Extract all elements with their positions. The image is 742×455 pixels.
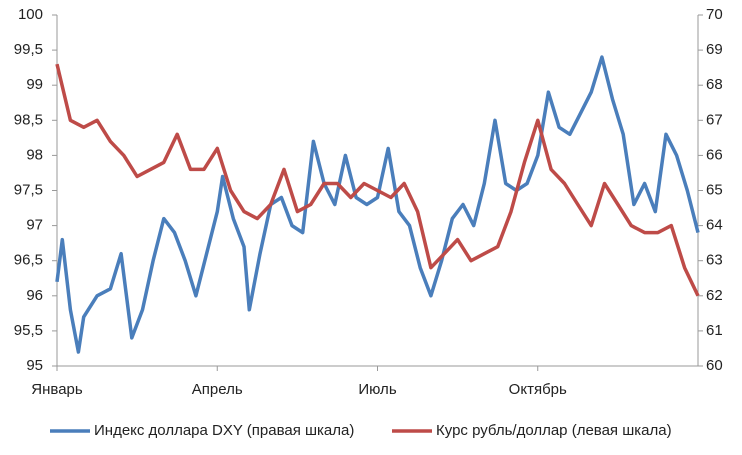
x-tick-label: Январь [31,381,83,398]
y2-tick-label: 69 [706,41,723,58]
y2-tick-label: 60 [706,357,723,374]
y2-tick-label: 66 [706,146,723,163]
y2-tick-label: 64 [706,217,723,234]
y-tick-label: 99,5 [14,41,43,58]
x-tick-label: Апрель [192,381,243,398]
y2-tick-label: 67 [706,111,723,128]
y-tick-label: 98,5 [14,111,43,128]
y2-tick-label: 65 [706,181,723,198]
y-tick-label: 95 [26,357,43,374]
series-line [55,63,700,297]
y2-tick-label: 62 [706,287,723,304]
y-tick-label: 95,5 [14,322,43,339]
y-tick-label: 96,5 [14,252,43,269]
y-tick-label: 97,5 [14,181,43,198]
series-line [55,55,700,354]
y-tick-label: 99 [26,76,43,93]
legend-label: Индекс доллара DXY (правая шкала) [94,422,354,439]
x-tick-label: Октябрь [509,381,567,398]
y2-tick-label: 61 [706,322,723,339]
y-tick-label: 96 [26,287,43,304]
y2-tick-label: 68 [706,76,723,93]
y-tick-label: 98 [26,146,43,163]
y-tick-label: 97 [26,217,43,234]
x-tick-label: Июль [358,381,396,398]
y2-tick-label: 70 [706,6,723,23]
y2-tick-label: 63 [706,252,723,269]
y-tick-label: 100 [18,6,43,23]
legend-label: Курс рубль/доллар (левая шкала) [436,422,672,439]
